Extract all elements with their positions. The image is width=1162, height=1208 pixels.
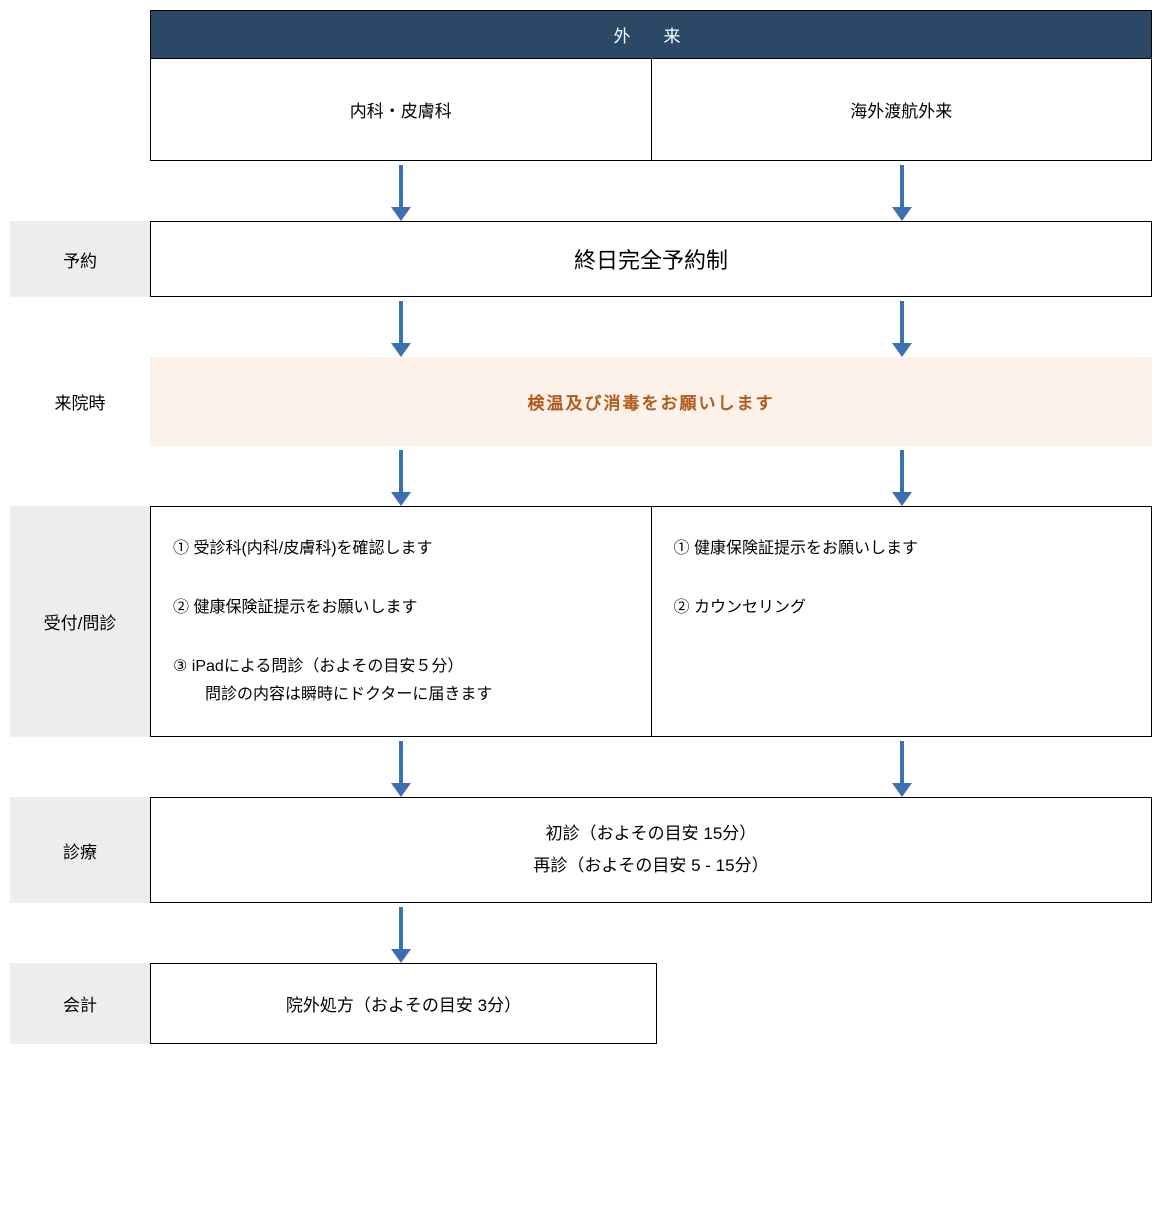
- outpatient-header: 外 来: [150, 10, 1152, 59]
- header-label-spacer: [10, 10, 150, 221]
- exam-line-1: 初診（およその目安 15分）: [151, 818, 1151, 850]
- booking-content-col: 終日完全予約制: [150, 221, 1152, 297]
- arrow-icon: [900, 165, 904, 209]
- reception-left-item-1: ① 受診科(内科/皮膚科)を確認します: [173, 535, 629, 562]
- arrow-zone-3: [150, 446, 1152, 506]
- arrow-label-spacer: [10, 446, 150, 506]
- arrow-zone-5: [150, 903, 1152, 963]
- payment-content-col: 院外処方（およその目安 3分）: [150, 963, 1152, 1044]
- arrow-zone-4: [150, 737, 1152, 797]
- arrow-zone-1: [150, 161, 1152, 221]
- exam-line-2: 再診（およその目安 5 - 15分）: [151, 850, 1151, 882]
- reception-label: 受付/問診: [10, 506, 150, 737]
- payment-row: 会計 院外処方（およその目安 3分）: [10, 963, 1152, 1044]
- header-row: 外 来 内科・皮膚科 海外渡航外来: [10, 10, 1152, 221]
- arrow-icon: [399, 450, 403, 494]
- arrival-warning: 検温及び消毒をお願いします: [150, 357, 1152, 446]
- reception-left-item-2: ② 健康保険証提示をお願いします: [173, 594, 629, 621]
- payment-half: 院外処方（およその目安 3分）: [150, 963, 657, 1044]
- reception-right: ① 健康保険証提示をお願いします ② カウンセリング: [651, 506, 1153, 737]
- exam-label: 診療: [10, 797, 150, 904]
- arrow-icon: [399, 907, 403, 951]
- reception-left-item-3-sub: 問診の内容は瞬時にドクターに届きます: [173, 681, 629, 708]
- arrow-label-spacer: [10, 297, 150, 357]
- booking-label: 予約: [10, 221, 150, 297]
- arrow-zone-2: [150, 297, 1152, 357]
- booking-content: 終日完全予約制: [150, 221, 1152, 297]
- payment-label: 会計: [10, 963, 150, 1044]
- exam-content: 初診（およその目安 15分） 再診（およその目安 5 - 15分）: [150, 797, 1152, 904]
- department-row: 内科・皮膚科 海外渡航外来: [150, 59, 1152, 161]
- reception-right-item-2: ② カウンセリング: [674, 594, 1130, 621]
- flowchart-container: 外 来 内科・皮膚科 海外渡航外来 予約 終日完全予約制 来院時 検温及び消毒を…: [10, 10, 1152, 1044]
- reception-columns: ① 受診科(内科/皮膚科)を確認します ② 健康保険証提示をお願いします ③ i…: [150, 506, 1152, 737]
- department-left: 内科・皮膚科: [150, 59, 651, 161]
- reception-left-item-3: ③ iPadによる問診（およその目安５分） 問診の内容は瞬時にドクターに届きます: [173, 653, 629, 707]
- arrow-icon: [900, 450, 904, 494]
- arrow-row-2: [10, 297, 1152, 357]
- payment-content: 院外処方（およその目安 3分）: [150, 963, 657, 1044]
- reception-left-item-3-main: ③ iPadによる問診（およその目安５分）: [173, 653, 629, 680]
- reception-content-col: ① 受診科(内科/皮膚科)を確認します ② 健康保険証提示をお願いします ③ i…: [150, 506, 1152, 737]
- arrow-label-spacer: [10, 903, 150, 963]
- arrival-content-col: 検温及び消毒をお願いします: [150, 357, 1152, 446]
- arrow-icon: [900, 301, 904, 345]
- arrow-row-4: [10, 737, 1152, 797]
- arrow-row-5: [10, 903, 1152, 963]
- arrow-icon: [399, 165, 403, 209]
- arrival-label: 来院時: [10, 357, 150, 446]
- reception-left: ① 受診科(内科/皮膚科)を確認します ② 健康保険証提示をお願いします ③ i…: [150, 506, 651, 737]
- arrow-row-3: [10, 446, 1152, 506]
- exam-row: 診療 初診（およその目安 15分） 再診（およその目安 5 - 15分）: [10, 797, 1152, 904]
- arrow-icon: [399, 741, 403, 785]
- reception-row: 受付/問診 ① 受診科(内科/皮膚科)を確認します ② 健康保険証提示をお願いし…: [10, 506, 1152, 737]
- arrow-icon: [900, 741, 904, 785]
- exam-content-col: 初診（およその目安 15分） 再診（およその目安 5 - 15分）: [150, 797, 1152, 904]
- booking-row: 予約 終日完全予約制: [10, 221, 1152, 297]
- department-right: 海外渡航外来: [651, 59, 1153, 161]
- arrow-label-spacer: [10, 737, 150, 797]
- reception-right-item-1: ① 健康保険証提示をお願いします: [674, 535, 1130, 562]
- arrow-icon: [399, 301, 403, 345]
- header-content: 外 来 内科・皮膚科 海外渡航外来: [150, 10, 1152, 221]
- arrival-row: 来院時 検温及び消毒をお願いします: [10, 357, 1152, 446]
